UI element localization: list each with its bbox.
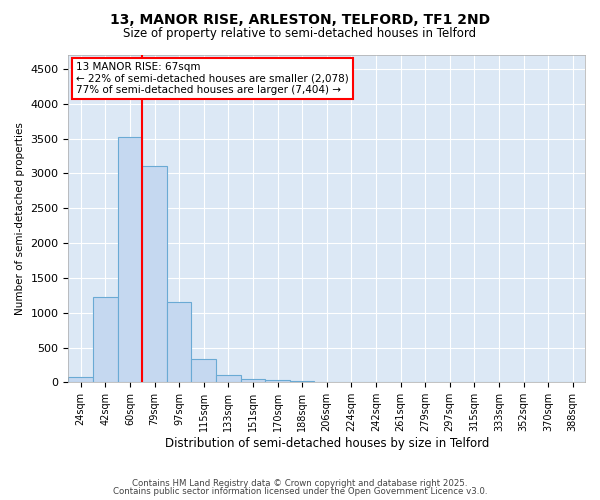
Text: Contains HM Land Registry data © Crown copyright and database right 2025.: Contains HM Land Registry data © Crown c… [132, 478, 468, 488]
Bar [93, 298, 118, 382]
X-axis label: Distribution of semi-detached houses by size in Telford: Distribution of semi-detached houses by … [164, 437, 489, 450]
Bar [290, 380, 314, 382]
Text: Size of property relative to semi-detached houses in Telford: Size of property relative to semi-detach… [124, 28, 476, 40]
Bar [118, 137, 142, 382]
Bar [265, 380, 290, 382]
Bar [68, 377, 93, 382]
Bar [167, 302, 191, 382]
Bar [241, 378, 265, 382]
Text: 13, MANOR RISE, ARLESTON, TELFORD, TF1 2ND: 13, MANOR RISE, ARLESTON, TELFORD, TF1 2… [110, 12, 490, 26]
Bar [191, 360, 216, 382]
Bar [142, 166, 167, 382]
Y-axis label: Number of semi-detached properties: Number of semi-detached properties [15, 122, 25, 315]
Text: 13 MANOR RISE: 67sqm
← 22% of semi-detached houses are smaller (2,078)
77% of se: 13 MANOR RISE: 67sqm ← 22% of semi-detac… [76, 62, 349, 95]
Bar [216, 376, 241, 382]
Text: Contains public sector information licensed under the Open Government Licence v3: Contains public sector information licen… [113, 487, 487, 496]
